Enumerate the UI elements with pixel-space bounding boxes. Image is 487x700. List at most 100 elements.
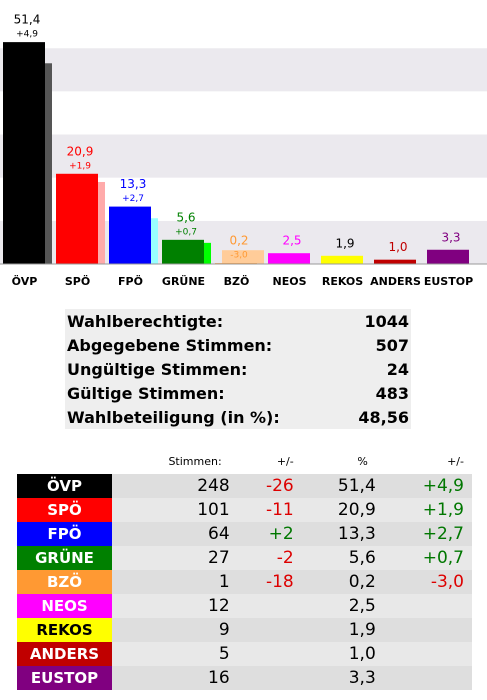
grid-band bbox=[0, 5, 487, 49]
value-label: 5,6 bbox=[176, 210, 195, 224]
stats-value: 24 bbox=[386, 359, 409, 379]
category-label: SPÖ bbox=[65, 274, 90, 288]
stats-label: Ungültige Stimmen: bbox=[67, 359, 248, 379]
stats-row: Ungültige Stimmen: 24 bbox=[65, 357, 411, 381]
category-label: GRÜNE bbox=[162, 274, 205, 288]
cell: +1,9 bbox=[383, 498, 472, 522]
empty-cell bbox=[383, 666, 472, 690]
bar bbox=[56, 173, 98, 264]
change-label: +2,7 bbox=[122, 194, 144, 204]
previous-bar bbox=[222, 250, 264, 264]
value-label: 1,9 bbox=[335, 236, 354, 250]
cell: 5,6 bbox=[301, 546, 384, 570]
grid-band bbox=[0, 134, 487, 178]
bar bbox=[427, 249, 469, 264]
cell: 16 bbox=[112, 666, 238, 690]
empty-cell bbox=[237, 618, 302, 642]
party-name: SPÖ bbox=[17, 498, 112, 522]
cell: +2,7 bbox=[383, 522, 472, 546]
results-table: Stimmen: +/-% +/- ÖVP 248 -26 51,4 +4,9 SPÖ 101 -1… bbox=[17, 448, 472, 690]
bar bbox=[109, 206, 151, 264]
column-header: Stimmen: bbox=[168, 454, 222, 468]
empty-cell bbox=[237, 666, 302, 690]
value-label: 20,9 bbox=[67, 144, 94, 158]
bar bbox=[321, 255, 363, 264]
stats-label: Wahlbeteiligung (in %): bbox=[67, 407, 280, 427]
cell: 13,3 bbox=[301, 522, 384, 546]
cell: -2 bbox=[237, 546, 302, 570]
value-label: 13,3 bbox=[120, 177, 147, 191]
party-name: ANDERS bbox=[17, 642, 112, 666]
party-name: GRÜNE bbox=[17, 546, 112, 570]
cell: +0,7 bbox=[383, 546, 472, 570]
cell: 20,9 bbox=[301, 498, 384, 522]
cell: 3,3 bbox=[301, 666, 384, 690]
cell: 1 bbox=[112, 570, 238, 594]
cell: 1,0 bbox=[301, 642, 384, 666]
category-label: FPÖ bbox=[118, 274, 143, 288]
value-label: 3,3 bbox=[441, 230, 460, 244]
results-row: REKOS 9 1,9 bbox=[17, 618, 472, 642]
value-label: 2,5 bbox=[282, 234, 301, 248]
cell: 27 bbox=[112, 546, 238, 570]
cell: 2,5 bbox=[301, 594, 384, 618]
category-label: BZÖ bbox=[224, 274, 250, 288]
cell: 12 bbox=[112, 594, 238, 618]
cell: +4,9 bbox=[383, 474, 472, 498]
cell: 0,2 bbox=[301, 570, 384, 594]
change-label: +4,9 bbox=[16, 30, 38, 40]
cell: 101 bbox=[112, 498, 238, 522]
results-row: NEOS 12 2,5 bbox=[17, 594, 472, 618]
bar bbox=[162, 239, 204, 264]
cell: 248 bbox=[112, 474, 238, 498]
stats-label: Wahlberechtigte: bbox=[67, 311, 224, 331]
cell: -3,0 bbox=[383, 570, 472, 594]
empty-cell bbox=[383, 618, 472, 642]
stats-label: Abgegebene Stimmen: bbox=[67, 335, 273, 355]
empty-cell bbox=[237, 594, 302, 618]
chart: 51,4 +4,9 ÖVP 20,9 +1,9 SPÖ 13,3 +2,7 FPÖ 5,6 +0,7… bbox=[0, 5, 487, 288]
results-row: EUSTOP 16 3,3 bbox=[17, 666, 472, 690]
stats-table: Wahlberechtigte: 1044 Abgegebene Stimmen: 5… bbox=[65, 309, 411, 429]
change-label: +0,7 bbox=[175, 227, 197, 237]
cell: -18 bbox=[237, 570, 302, 594]
results-row: SPÖ 101 -11 20,9 +1,9 bbox=[17, 498, 472, 522]
category-label: NEOS bbox=[273, 275, 307, 288]
cell: 1,9 bbox=[301, 618, 384, 642]
cell: -26 bbox=[237, 474, 302, 498]
stats-row: Abgegebene Stimmen: 507 bbox=[65, 333, 411, 357]
cell: -11 bbox=[237, 498, 302, 522]
cell: 64 bbox=[112, 522, 238, 546]
value-label: 1,0 bbox=[388, 240, 407, 254]
change-label: +1,9 bbox=[69, 161, 91, 171]
party-name: FPÖ bbox=[17, 522, 112, 546]
grid-band bbox=[0, 48, 487, 92]
category-label: ANDERS bbox=[370, 275, 421, 288]
value-label: 0,2 bbox=[229, 234, 248, 248]
bar bbox=[374, 259, 416, 264]
results-row: ÖVP 248 -26 51,4 +4,9 bbox=[17, 474, 472, 498]
party-name: ÖVP bbox=[17, 474, 112, 498]
cell: 51,4 bbox=[301, 474, 384, 498]
category-label: REKOS bbox=[322, 275, 363, 288]
change-label: -3,0 bbox=[230, 251, 248, 261]
results-row: GRÜNE 27 -2 5,6 +0,7 bbox=[17, 546, 472, 570]
bar bbox=[268, 253, 310, 264]
results-row: FPÖ 64 +2 13,3 +2,7 bbox=[17, 522, 472, 546]
stats-value: 1044 bbox=[364, 311, 409, 331]
empty-cell bbox=[383, 642, 472, 666]
empty-cell bbox=[237, 642, 302, 666]
stats-row: Wahlberechtigte: 1044 bbox=[65, 309, 411, 333]
results-row: ANDERS 5 1,0 bbox=[17, 642, 472, 666]
stats-value: 48,56 bbox=[358, 407, 409, 427]
column-header: +/- bbox=[447, 454, 464, 468]
stats-value: 483 bbox=[375, 383, 409, 403]
column-header: % bbox=[357, 454, 368, 468]
results-row: BZÖ 1 -18 0,2 -3,0 bbox=[17, 570, 472, 594]
party-name: REKOS bbox=[17, 618, 112, 642]
column-header: +/- bbox=[276, 454, 294, 468]
bar bbox=[3, 42, 45, 264]
stats-label: Gültige Stimmen: bbox=[67, 383, 225, 403]
stats-value: 507 bbox=[375, 335, 409, 355]
